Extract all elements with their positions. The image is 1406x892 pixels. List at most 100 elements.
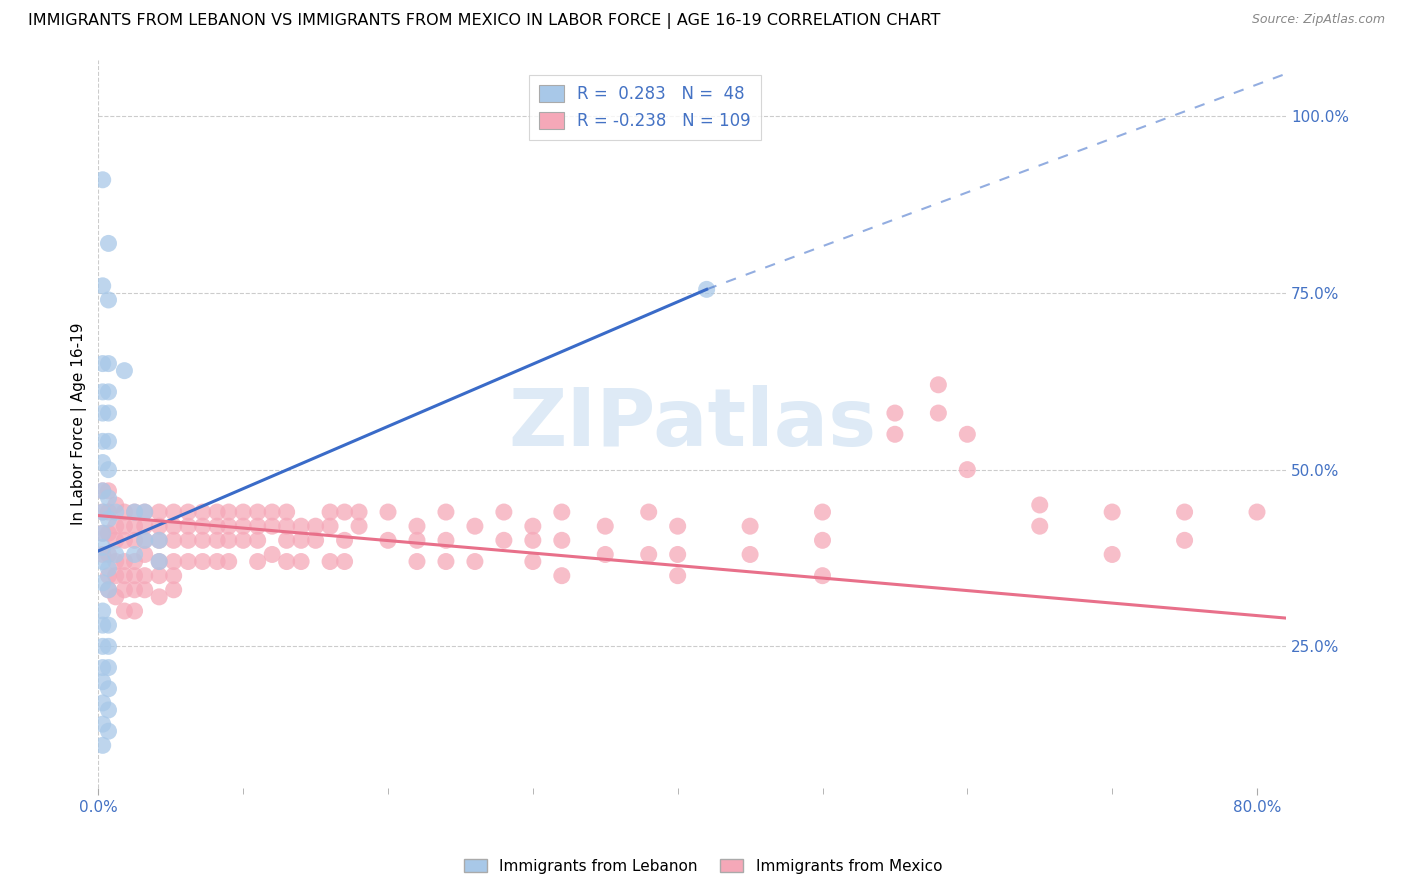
Point [91,575,114,590]
Point [91,555,114,569]
Point [1174,533,1197,548]
Point [551,505,574,519]
Point [97,236,120,251]
Point [124,555,146,569]
Point [97,357,120,371]
Point [97,512,120,526]
Point [492,533,515,548]
Point [593,548,616,562]
Point [97,483,120,498]
Point [262,505,284,519]
Point [319,555,342,569]
Point [177,555,200,569]
Point [246,555,269,569]
Point [112,555,135,569]
Point [91,456,114,470]
Point [104,555,127,569]
Point [377,533,399,548]
Point [91,604,114,618]
Point [148,555,170,569]
Point [97,618,120,632]
Point [218,519,240,533]
Point [738,519,761,533]
Point [163,555,186,569]
Point [163,568,186,582]
Point [91,526,114,541]
Point [97,548,120,562]
Point [333,505,356,519]
Point [205,505,228,519]
Point [97,462,120,476]
Point [191,519,214,533]
Point [811,505,834,519]
Point [124,533,146,548]
Point [97,724,120,739]
Point [1246,505,1268,519]
Point [91,548,114,562]
Point [134,548,156,562]
Point [276,533,298,548]
Point [97,406,120,420]
Point [97,434,120,449]
Point [246,519,269,533]
Point [738,548,761,562]
Point [883,427,905,442]
Point [333,555,356,569]
Point [97,703,120,717]
Point [319,505,342,519]
Point [104,505,127,519]
Point [124,568,146,582]
Point [191,555,214,569]
Point [112,582,135,597]
Point [333,533,356,548]
Point [112,519,135,533]
Point [97,384,120,399]
Point [112,505,135,519]
Point [232,519,254,533]
Point [290,533,312,548]
Point [97,640,120,654]
Point [91,384,114,399]
Point [148,519,170,533]
Point [163,582,186,597]
Point [97,568,120,582]
Point [696,282,718,296]
Legend: R =  0.283   N =  48, R = -0.238   N = 109: R = 0.283 N = 48, R = -0.238 N = 109 [529,75,761,140]
Point [91,717,114,731]
Point [666,548,689,562]
Point [134,519,156,533]
Point [134,533,156,548]
Point [104,519,127,533]
Point [811,568,834,582]
Point [134,568,156,582]
Point [91,483,114,498]
Point [464,555,486,569]
Point [434,533,457,548]
Point [304,533,326,548]
Point [134,533,156,548]
Point [148,568,170,582]
Point [246,505,269,519]
Point [276,505,298,519]
Point [218,533,240,548]
Point [927,406,949,420]
Point [163,519,186,533]
Point [91,640,114,654]
Point [91,618,114,632]
Point [112,604,135,618]
Text: Source: ZipAtlas.com: Source: ZipAtlas.com [1251,13,1385,27]
Point [262,519,284,533]
Point [883,406,905,420]
Point [406,519,429,533]
Point [91,278,114,293]
Point [124,582,146,597]
Point [637,505,659,519]
Point [232,505,254,519]
Point [177,519,200,533]
Point [163,505,186,519]
Point [276,519,298,533]
Point [406,555,429,569]
Point [104,590,127,604]
Point [246,533,269,548]
Point [91,434,114,449]
